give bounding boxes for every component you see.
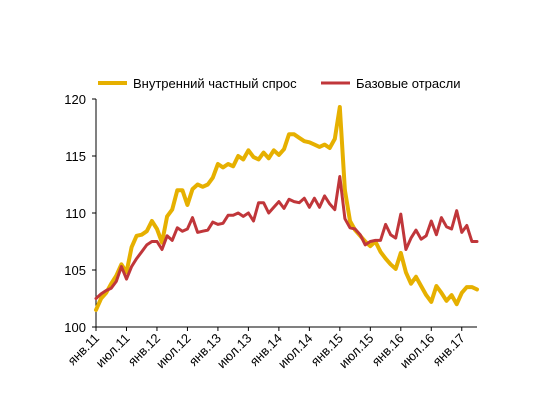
x-tick-label: июл.11 [93,331,133,371]
y-tick-label: 110 [65,206,86,221]
y-tick-label: 100 [64,320,86,335]
series-line-base-industries [94,175,479,300]
series-layer [94,105,479,312]
series-line-domestic-demand [94,105,479,312]
y-tick-label: 120 [64,92,86,107]
legend-label-domestic-demand: Внутренний частный спрос [133,76,297,91]
y-axis-ticks: 100 105 110 115 120 [64,92,96,335]
x-tick-label: июл.16 [397,331,438,372]
legend: Внутренний частный спрос Базовые отрасли [98,76,460,91]
x-tick-label: янв.17 [430,331,468,369]
x-axis-ticks: янв.11июл.11янв.12июл.12янв.13июл.13янв.… [64,327,468,372]
x-tick-label: июл.13 [214,331,255,372]
y-tick-label: 115 [65,149,86,164]
y-tick-label: 105 [64,263,86,278]
x-tick-label: июл.12 [153,331,194,372]
x-tick-label: июл.14 [275,331,316,372]
legend-label-base-industries: Базовые отрасли [356,76,460,91]
x-tick-label: июл.15 [336,331,377,372]
